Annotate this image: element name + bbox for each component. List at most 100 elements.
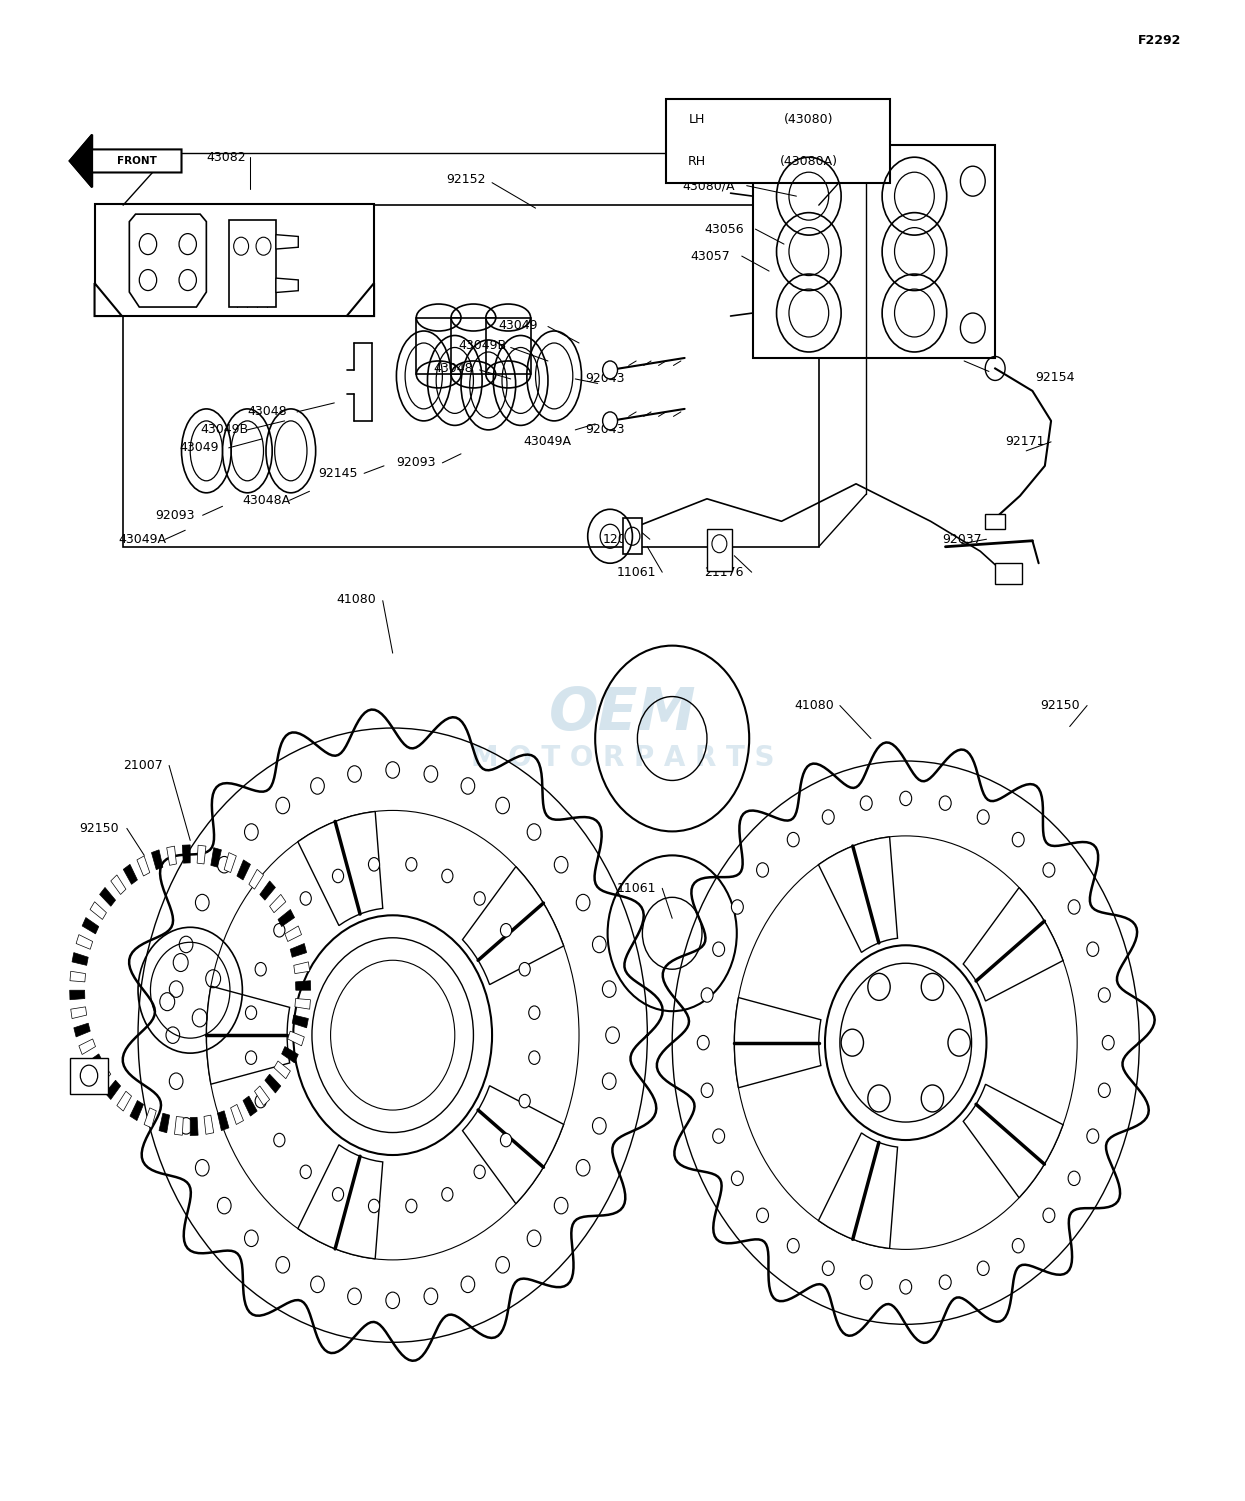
Bar bbox=[995, 563, 1022, 584]
Polygon shape bbox=[72, 953, 88, 965]
Text: 120: 120 bbox=[603, 533, 626, 546]
Circle shape bbox=[697, 1036, 710, 1049]
Circle shape bbox=[300, 892, 311, 905]
Circle shape bbox=[606, 1027, 620, 1043]
Polygon shape bbox=[152, 850, 163, 869]
Circle shape bbox=[900, 791, 911, 806]
Polygon shape bbox=[964, 1084, 1063, 1198]
Circle shape bbox=[860, 796, 873, 811]
Circle shape bbox=[554, 857, 568, 874]
Circle shape bbox=[311, 1276, 324, 1292]
Circle shape bbox=[593, 937, 606, 953]
Polygon shape bbox=[818, 838, 898, 953]
Polygon shape bbox=[129, 215, 207, 308]
Circle shape bbox=[712, 943, 725, 956]
Text: 43048: 43048 bbox=[433, 362, 473, 375]
Polygon shape bbox=[276, 234, 299, 249]
Circle shape bbox=[255, 1094, 266, 1108]
Circle shape bbox=[822, 1261, 834, 1276]
Circle shape bbox=[822, 811, 834, 824]
Circle shape bbox=[519, 962, 530, 976]
Bar bbox=[985, 513, 1005, 528]
Polygon shape bbox=[82, 917, 98, 934]
Polygon shape bbox=[90, 902, 106, 920]
Polygon shape bbox=[260, 881, 275, 901]
Circle shape bbox=[947, 1030, 970, 1057]
Circle shape bbox=[166, 1027, 179, 1043]
Text: 92043: 92043 bbox=[585, 372, 625, 386]
Circle shape bbox=[274, 923, 285, 937]
Polygon shape bbox=[294, 962, 310, 974]
Bar bbox=[707, 528, 732, 570]
Polygon shape bbox=[735, 998, 820, 1088]
Polygon shape bbox=[281, 1046, 299, 1063]
Polygon shape bbox=[243, 1096, 258, 1117]
Polygon shape bbox=[167, 847, 177, 865]
Polygon shape bbox=[818, 1133, 898, 1249]
Text: FRONT: FRONT bbox=[117, 156, 157, 167]
Circle shape bbox=[977, 1261, 990, 1276]
Text: 43049: 43049 bbox=[179, 441, 219, 455]
Circle shape bbox=[977, 811, 990, 824]
Circle shape bbox=[276, 1256, 290, 1273]
Text: 43048A: 43048A bbox=[243, 494, 290, 507]
Circle shape bbox=[1087, 1129, 1099, 1144]
Circle shape bbox=[255, 962, 266, 976]
Text: (43080): (43080) bbox=[784, 113, 834, 126]
Circle shape bbox=[244, 1229, 258, 1246]
Circle shape bbox=[603, 411, 618, 429]
Polygon shape bbox=[290, 944, 306, 958]
Circle shape bbox=[496, 797, 509, 814]
Circle shape bbox=[461, 778, 474, 794]
Text: 21176: 21176 bbox=[705, 566, 745, 579]
Circle shape bbox=[1068, 899, 1081, 914]
Text: M O T O R P A R T S: M O T O R P A R T S bbox=[471, 744, 774, 772]
Text: 43049A: 43049A bbox=[118, 533, 166, 546]
Circle shape bbox=[603, 980, 616, 997]
Circle shape bbox=[425, 766, 438, 782]
Circle shape bbox=[939, 1274, 951, 1289]
Circle shape bbox=[369, 1199, 380, 1213]
Polygon shape bbox=[462, 1085, 564, 1204]
Polygon shape bbox=[224, 853, 237, 872]
Polygon shape bbox=[86, 1054, 102, 1070]
Text: 43056: 43056 bbox=[705, 222, 745, 236]
Circle shape bbox=[1043, 863, 1055, 877]
Circle shape bbox=[300, 1165, 311, 1178]
Text: 43049B: 43049B bbox=[458, 339, 507, 353]
Polygon shape bbox=[78, 1039, 96, 1055]
Polygon shape bbox=[159, 1114, 169, 1133]
Circle shape bbox=[576, 895, 590, 911]
Circle shape bbox=[1043, 1208, 1055, 1222]
Polygon shape bbox=[295, 980, 311, 991]
Circle shape bbox=[603, 1073, 616, 1090]
Circle shape bbox=[1012, 1238, 1025, 1253]
Circle shape bbox=[900, 1280, 911, 1294]
Circle shape bbox=[1087, 943, 1099, 956]
Circle shape bbox=[274, 1133, 285, 1147]
Circle shape bbox=[527, 824, 540, 841]
Circle shape bbox=[500, 1133, 512, 1147]
Text: 92145: 92145 bbox=[319, 467, 357, 480]
Circle shape bbox=[593, 1118, 606, 1135]
Circle shape bbox=[347, 1288, 361, 1304]
Polygon shape bbox=[70, 971, 86, 982]
Circle shape bbox=[276, 797, 290, 814]
Polygon shape bbox=[95, 1067, 111, 1087]
Circle shape bbox=[842, 1030, 864, 1057]
Text: 43080/A: 43080/A bbox=[682, 179, 735, 192]
Circle shape bbox=[169, 980, 183, 997]
Polygon shape bbox=[462, 866, 564, 985]
Text: RH: RH bbox=[688, 155, 706, 168]
Bar bbox=[71, 1058, 107, 1094]
Text: 21007: 21007 bbox=[123, 760, 163, 772]
Text: LH: LH bbox=[688, 113, 705, 126]
Circle shape bbox=[442, 869, 453, 883]
Text: 43082: 43082 bbox=[207, 150, 247, 164]
Text: 43049: 43049 bbox=[498, 318, 538, 332]
Polygon shape bbox=[346, 284, 373, 317]
Text: 41080: 41080 bbox=[794, 699, 834, 711]
Bar bbox=[622, 518, 642, 554]
Polygon shape bbox=[254, 1085, 270, 1106]
Polygon shape bbox=[197, 845, 205, 865]
